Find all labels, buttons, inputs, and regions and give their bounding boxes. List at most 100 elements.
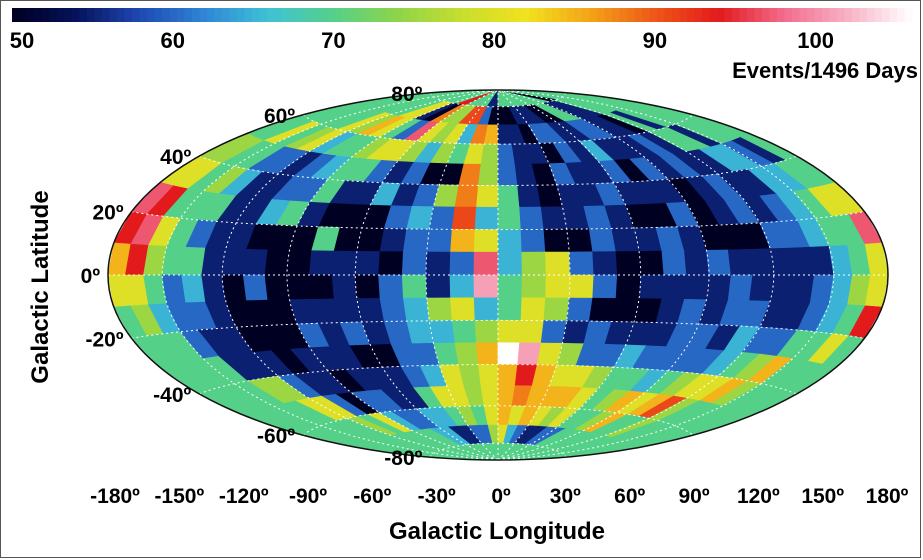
- heatmap-cell: [519, 206, 545, 230]
- colorbar-segment: [102, 8, 111, 22]
- heatmap-cell: [378, 251, 404, 276]
- colorbar-segment: [462, 8, 471, 22]
- colorbar-segment: [379, 8, 388, 22]
- heatmap-cell: [661, 274, 687, 300]
- heatmap-cells: [108, 90, 888, 460]
- heatmap-cell: [727, 248, 754, 276]
- colorbar-segment: [229, 8, 238, 22]
- colorbar-segment: [739, 8, 748, 22]
- heatmap-cell: [309, 250, 335, 276]
- colorbar-segment: [94, 8, 103, 22]
- colorbar-segment: [634, 8, 643, 22]
- colorbar-segment: [214, 8, 223, 22]
- colorbar-tick-label: 90: [643, 28, 667, 53]
- latitude-tick-label: -40º: [153, 384, 191, 407]
- heatmap-cell: [749, 274, 775, 302]
- colorbar-segment: [424, 8, 433, 22]
- skymap-outline: [107, 89, 889, 461]
- colorbar-segment: [642, 8, 651, 22]
- x-axis-label: Galactic Longitude: [389, 518, 605, 545]
- colorbar-segment: [282, 8, 291, 22]
- heatmap-cell: [520, 297, 546, 321]
- colorbar-segment: [612, 8, 621, 22]
- heatmap-cell: [242, 248, 269, 276]
- longitude-tick-label: 180º: [866, 485, 909, 508]
- parallel-line: [131, 211, 865, 231]
- colorbar-segment: [717, 8, 726, 22]
- colorbar-segment: [859, 8, 868, 22]
- meridian-line: [425, 90, 499, 460]
- colorbar-segment: [432, 8, 441, 22]
- heatmap-cell: [638, 250, 665, 276]
- colorbar-segment: [507, 8, 516, 22]
- colorbar-segment: [604, 8, 613, 22]
- heatmap-cell: [706, 274, 732, 301]
- heatmap-cell: [402, 228, 430, 253]
- heatmap-cell: [221, 274, 247, 302]
- heatmap-cell: [402, 297, 430, 322]
- colorbar-segment: [897, 8, 906, 22]
- heatmap-cell: [521, 251, 547, 276]
- colorbar-segment: [207, 8, 216, 22]
- y-axis-label: Galactic Latitude: [27, 190, 54, 383]
- colorbar-segment: [184, 8, 193, 22]
- colorbar-segment: [49, 8, 58, 22]
- colorbar-segment: [589, 8, 598, 22]
- colorbar-segment: [484, 8, 493, 22]
- parallel-line: [199, 155, 797, 186]
- colorbar-segment: [192, 8, 201, 22]
- heatmap-cell: [497, 297, 523, 321]
- heatmap-cell: [378, 274, 404, 299]
- heatmap-cell: [497, 251, 523, 276]
- colorbar-segment: [57, 8, 66, 22]
- heatmap-cell: [426, 297, 453, 322]
- latitude-tick-label: -80º: [384, 447, 422, 470]
- colorbar-segment: [687, 8, 696, 22]
- heatmap-cell: [497, 206, 522, 230]
- colorbar-segment: [139, 8, 148, 22]
- latitude-tick-label: 60º: [264, 105, 295, 128]
- colorbar-segment: [297, 8, 306, 22]
- colorbar-segment: [349, 8, 358, 22]
- heatmap-cell: [497, 342, 520, 365]
- longitude-tick-label: -30º: [418, 485, 456, 508]
- heatmap-cell: [201, 274, 227, 303]
- heatmap-cell: [543, 228, 570, 253]
- colorbar-segment: [439, 8, 448, 22]
- colorbar-segment: [72, 8, 81, 22]
- colorbar-segment: [304, 8, 313, 22]
- colorbar-segment: [162, 8, 171, 22]
- longitude-tick-label: 0º: [491, 485, 511, 508]
- colorbar-segment: [222, 8, 231, 22]
- colorbar-segment: [619, 8, 628, 22]
- colorbar-segment: [402, 8, 411, 22]
- latitude-tick-label: 0º: [81, 265, 101, 288]
- heatmap-cell: [661, 250, 687, 276]
- heatmap-cell: [356, 227, 385, 252]
- longitude-tick-label: -180º: [90, 485, 140, 508]
- heatmap-cell: [568, 251, 595, 276]
- heatmap-cell: [356, 298, 385, 323]
- heatmap-cell: [521, 274, 547, 299]
- latitude-tick-label: 20º: [92, 202, 123, 225]
- colorbar-segment: [199, 8, 208, 22]
- heatmap-cell: [450, 297, 476, 321]
- heatmap-cell: [221, 248, 247, 276]
- longitude-tick-label: 90º: [678, 485, 709, 508]
- heatmap-cell: [473, 274, 499, 299]
- heatmap-cell: [181, 274, 206, 304]
- colorbar-segment: [852, 8, 861, 22]
- colorbar-segment: [522, 8, 531, 22]
- heatmap-cell: [543, 297, 570, 322]
- parallel-line: [302, 405, 694, 436]
- colorbar-segment: [904, 8, 913, 22]
- colorbar-segment: [829, 8, 838, 22]
- parallel-line: [131, 319, 865, 339]
- heatmap-cell: [379, 297, 408, 322]
- colorbar-segment: [762, 8, 771, 22]
- colorbar-segment: [702, 8, 711, 22]
- colorbar-segment: [12, 8, 21, 22]
- colorbar-segment: [822, 8, 831, 22]
- heatmap-cell: [428, 320, 456, 344]
